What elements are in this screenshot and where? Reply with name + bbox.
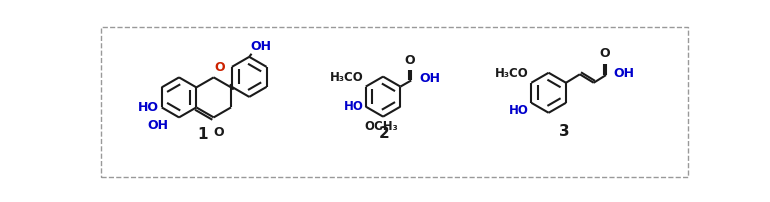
Text: 3: 3 [559, 124, 569, 139]
Text: OH: OH [251, 40, 272, 53]
Text: HO: HO [509, 104, 529, 117]
Text: O: O [213, 125, 224, 139]
Text: OH: OH [147, 119, 168, 132]
Text: O: O [215, 61, 225, 74]
Text: OH: OH [614, 67, 634, 80]
Text: HO: HO [138, 101, 159, 114]
Text: 2: 2 [380, 126, 390, 141]
Text: H₃CO: H₃CO [495, 67, 529, 80]
Text: H₃CO: H₃CO [330, 70, 363, 84]
Text: OH: OH [419, 72, 440, 85]
Text: OCH₃: OCH₃ [365, 120, 398, 134]
Text: O: O [405, 54, 415, 67]
Text: O: O [600, 47, 610, 60]
Text: HO: HO [343, 100, 363, 113]
Text: 1: 1 [197, 127, 208, 142]
